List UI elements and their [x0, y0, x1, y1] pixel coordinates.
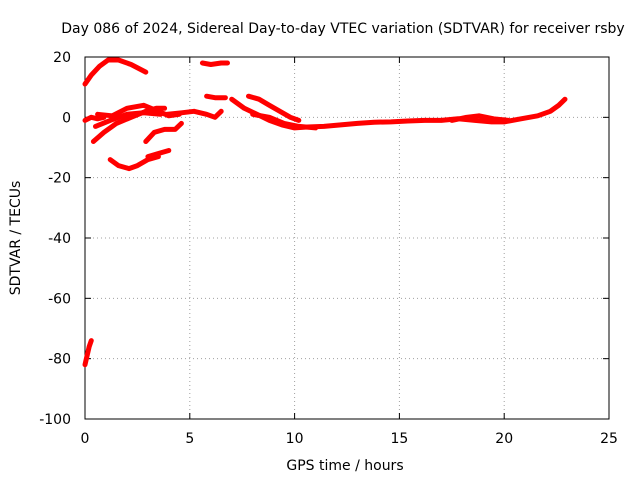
chart-title: Day 086 of 2024, Sidereal Day-to-day VTE… [61, 21, 624, 37]
y-tick-label: -100 [39, 412, 71, 428]
series-arc-2 [82, 114, 107, 123]
x-tick-label: 15 [390, 431, 408, 447]
series-arc-7 [145, 148, 172, 160]
y-tick-label: -20 [48, 171, 71, 187]
x-tick-label: 25 [600, 431, 618, 447]
series-arc-11 [204, 93, 228, 101]
series-arc-14 [250, 111, 319, 131]
series-arc-16 [82, 338, 94, 368]
series-arc-1 [82, 57, 149, 87]
y-tick-label: -60 [48, 291, 71, 307]
series-arc-13 [246, 93, 302, 123]
axis-ticks: 0 5 10 15 20 25 -100 -80 -60 -40 -20 0 20 [39, 50, 618, 447]
data-series [82, 57, 568, 368]
y-tick-label: -40 [48, 231, 71, 247]
series-arc-4 [93, 110, 163, 129]
x-tick-label: 10 [286, 431, 304, 447]
x-axis-label: GPS time / hours [286, 458, 403, 474]
x-tick-label: 20 [495, 431, 513, 447]
x-tick-label: 5 [185, 431, 194, 447]
y-tick-label: -80 [48, 352, 71, 368]
series-arc-8 [107, 154, 161, 172]
y-tick-label: 0 [62, 110, 71, 126]
series-arc-15 [449, 113, 511, 123]
series-arc-6 [143, 120, 184, 144]
series-arc-9 [164, 108, 224, 120]
y-axis-label: SDTVAR / TECUs [8, 181, 24, 296]
y-tick-label: 20 [53, 50, 71, 66]
x-tick-label: 0 [81, 431, 90, 447]
series-arc-10 [199, 60, 230, 67]
